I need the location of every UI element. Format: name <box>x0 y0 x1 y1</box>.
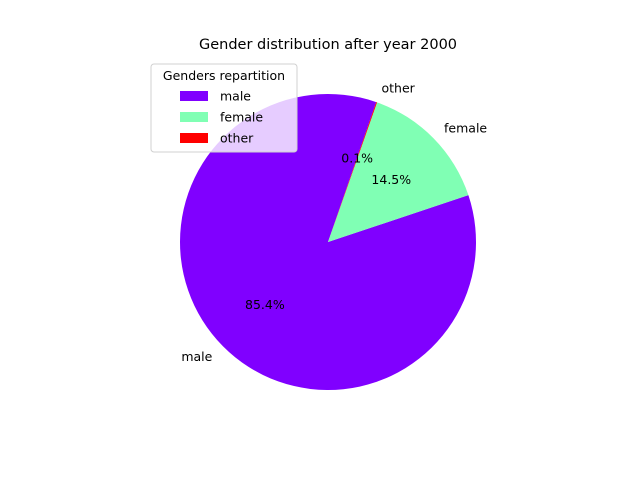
legend-swatch-other <box>180 133 208 143</box>
legend-frame <box>150 63 298 153</box>
legend-entries: male female other <box>180 89 263 146</box>
slice-label-female: female <box>444 120 487 135</box>
slice-percent-other: 0.1% <box>341 151 373 166</box>
slice-percent-male: 85.4% <box>245 297 285 312</box>
slice-label-male: male <box>181 349 212 364</box>
pie-slices <box>180 94 477 391</box>
legend-swatch-female <box>180 112 208 122</box>
pie-labels: male 85.4% female 14.5% other 0.1% <box>181 81 487 364</box>
legend-title: Genders repartition <box>163 68 285 83</box>
chart-title: Gender distribution after year 2000 <box>199 37 457 53</box>
legend-swatch-male <box>180 91 208 101</box>
pie-slice-male <box>180 94 477 391</box>
legend-label-male: male <box>220 89 251 104</box>
legend-label-other: other <box>220 131 254 146</box>
legend-label-female: female <box>220 110 263 125</box>
pie-slice-other <box>328 102 378 242</box>
slice-label-other: other <box>381 81 415 96</box>
slice-percent-female: 14.5% <box>371 172 411 187</box>
legend: Genders repartition male female other <box>150 63 298 153</box>
pie-slice-female <box>328 102 469 242</box>
